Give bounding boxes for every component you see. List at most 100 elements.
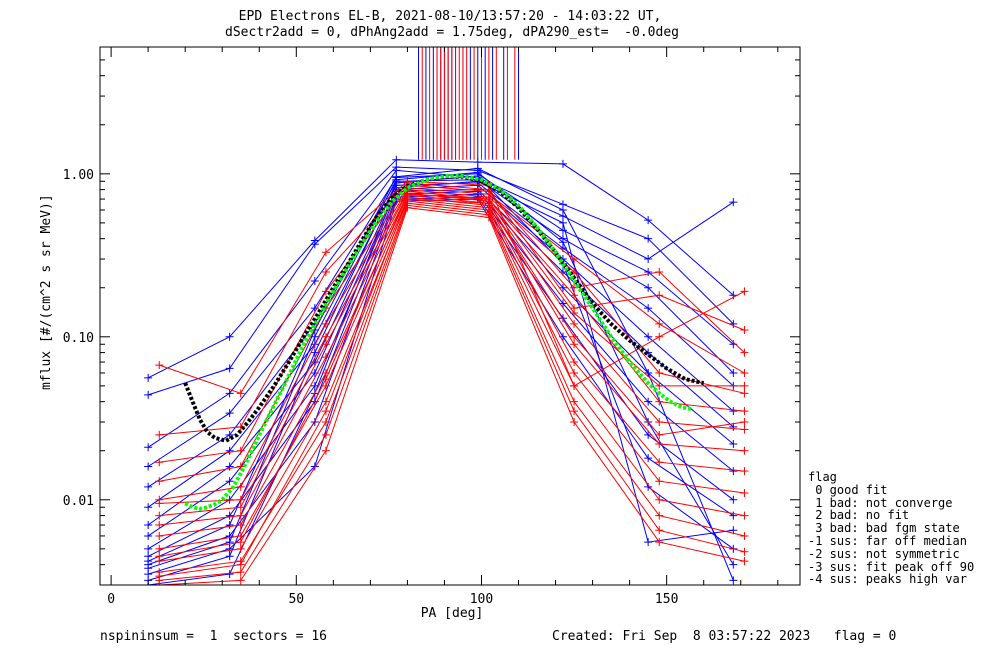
- data-point: [155, 521, 164, 530]
- data-point: [655, 538, 664, 547]
- data-point: [403, 190, 412, 199]
- data-point: [144, 390, 153, 399]
- data-point: [144, 373, 153, 382]
- data-point: [740, 368, 749, 377]
- data-point: [570, 368, 579, 377]
- data-point: [740, 446, 749, 455]
- x-tick-label: 150: [655, 592, 678, 607]
- series-line: [159, 189, 745, 501]
- data-point: [236, 521, 245, 530]
- data-point: [236, 576, 245, 585]
- data-point: [740, 467, 749, 476]
- data-point: [655, 332, 664, 341]
- data-point: [655, 477, 664, 486]
- y-tick-label: 0.01: [63, 494, 94, 509]
- data-point: [729, 495, 738, 504]
- series-line: [159, 198, 745, 550]
- data-point: [655, 267, 664, 276]
- data-point: [403, 203, 412, 212]
- data-point: [321, 332, 330, 341]
- data-point: [155, 572, 164, 581]
- data-point: [740, 418, 749, 427]
- data-point: [740, 287, 749, 296]
- data-point: [225, 446, 234, 455]
- data-point: [740, 531, 749, 540]
- data-point: [740, 381, 749, 390]
- data-point: [144, 544, 153, 553]
- data-point: [321, 397, 330, 406]
- data-point: [144, 443, 153, 452]
- data-point: [321, 375, 330, 384]
- data-point: [236, 511, 245, 520]
- series-line: [159, 204, 745, 581]
- data-point: [644, 397, 653, 406]
- series-line: [147, 179, 734, 488]
- data-point: [655, 291, 664, 300]
- data-point: [155, 458, 164, 467]
- data-point: [321, 267, 330, 276]
- data-point: [321, 446, 330, 455]
- x-tick-label: 50: [288, 592, 304, 607]
- legend-item: 2 bad: no fit: [808, 508, 910, 523]
- series-line: [159, 200, 745, 562]
- data-point: [236, 495, 245, 504]
- data-point: [321, 353, 330, 362]
- data-point: [729, 368, 738, 377]
- data-point: [321, 287, 330, 296]
- data-point: [225, 462, 234, 471]
- data-point: [558, 283, 567, 292]
- data-point: [155, 581, 164, 585]
- data-point: [236, 503, 245, 512]
- data-point: [225, 477, 234, 486]
- data-point: [729, 422, 738, 431]
- data-point: [155, 477, 164, 486]
- data-point: [655, 439, 664, 448]
- data-point: [644, 304, 653, 313]
- data-point: [570, 308, 579, 317]
- data-point: [155, 531, 164, 540]
- data-point: [644, 216, 653, 225]
- data-point: [321, 248, 330, 257]
- data-point: [392, 172, 401, 181]
- data-point: [729, 560, 738, 569]
- series-line: [159, 194, 745, 526]
- footer-left: nspininsum = 1 sectors = 16: [100, 629, 327, 644]
- data-point: [310, 240, 319, 249]
- data-point: [144, 521, 153, 530]
- data-point: [155, 499, 164, 508]
- data-point: [225, 409, 234, 418]
- series-line: [159, 192, 745, 517]
- data-point: [570, 255, 579, 264]
- data-point: [644, 332, 653, 341]
- series-line: [159, 187, 745, 482]
- data-point: [321, 418, 330, 427]
- data-point: [570, 358, 579, 367]
- data-point: [225, 364, 234, 373]
- series-line: [159, 184, 745, 463]
- data-point: [484, 195, 493, 204]
- data-point: [729, 467, 738, 476]
- data-point: [655, 495, 664, 504]
- data-point: [558, 205, 567, 214]
- legend-item: -3 sus: fit peak off 90: [808, 559, 975, 574]
- data-point: [225, 511, 234, 520]
- data-point: [321, 340, 330, 349]
- data-point: [729, 439, 738, 448]
- data-point: [155, 361, 164, 370]
- data-point: [570, 332, 579, 341]
- y-axis-label: mflux [#/(cm^2 s sr MeV)]: [39, 194, 54, 390]
- data-point: [644, 454, 653, 463]
- data-point: [155, 511, 164, 520]
- data-point: [570, 319, 579, 328]
- data-point: [558, 314, 567, 323]
- green-fit-curve: [184, 174, 693, 511]
- data-point: [484, 213, 493, 222]
- legend-item: 3 bad: bad fgm state: [808, 521, 960, 536]
- legend-item: 0 good fit: [808, 482, 888, 497]
- data-point: [310, 276, 319, 285]
- legend-item: 1 bad: not converge: [808, 495, 953, 510]
- data-point: [729, 319, 738, 328]
- data-point: [644, 283, 653, 292]
- data-point: [655, 458, 664, 467]
- x-tick-label: 0: [107, 592, 115, 607]
